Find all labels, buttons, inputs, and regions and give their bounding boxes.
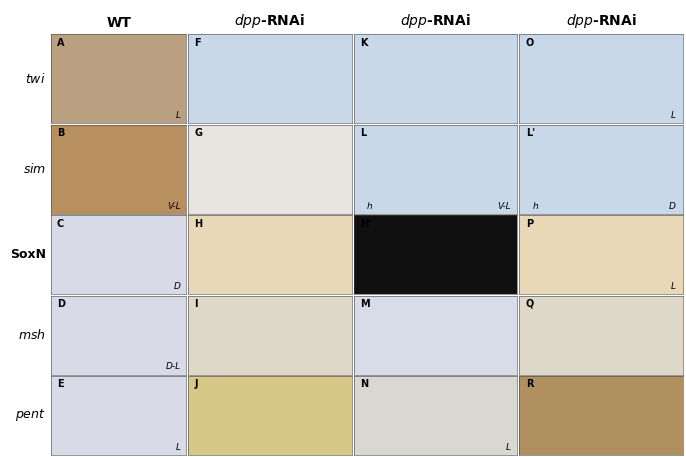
Text: H: H — [194, 218, 202, 228]
Text: G: G — [194, 128, 202, 138]
Text: D: D — [669, 202, 676, 211]
Text: O: O — [526, 38, 534, 48]
Text: $\it{dpp}$-RNAi: $\it{dpp}$-RNAi — [235, 12, 305, 30]
Text: A: A — [57, 38, 64, 48]
Text: L: L — [360, 128, 366, 138]
Text: H': H' — [360, 218, 371, 228]
Text: h: h — [532, 202, 539, 211]
Text: F: F — [194, 38, 201, 48]
Text: L: L — [671, 111, 676, 120]
Text: K: K — [360, 38, 368, 48]
Text: WT: WT — [106, 16, 131, 30]
Text: C: C — [57, 218, 64, 228]
Text: B: B — [57, 128, 64, 138]
Text: D: D — [174, 282, 180, 291]
Text: h: h — [367, 202, 372, 211]
Text: $\it{sim}$: $\it{sim}$ — [23, 163, 46, 176]
Text: $\it{msh}$: $\it{msh}$ — [19, 328, 46, 342]
Text: L: L — [176, 111, 180, 120]
Text: R: R — [526, 379, 534, 389]
Text: J: J — [194, 379, 198, 389]
Text: L: L — [671, 282, 676, 291]
Text: D: D — [57, 299, 64, 309]
Text: V-L: V-L — [167, 202, 180, 211]
Text: M: M — [360, 299, 370, 309]
Text: I: I — [194, 299, 198, 309]
Text: $\it{dpp}$-RNAi: $\it{dpp}$-RNAi — [400, 12, 471, 30]
Text: L: L — [506, 442, 511, 452]
Text: $\it{twi}$: $\it{twi}$ — [25, 72, 46, 86]
Text: E: E — [57, 379, 63, 389]
Text: V-L: V-L — [497, 202, 511, 211]
Text: Q: Q — [526, 299, 534, 309]
Text: L: L — [176, 442, 180, 452]
Text: $\it{dpp}$-RNAi: $\it{dpp}$-RNAi — [566, 12, 637, 30]
Text: N: N — [360, 379, 368, 389]
Text: D-L: D-L — [165, 362, 180, 372]
Text: SoxN: SoxN — [10, 248, 46, 261]
Text: $\it{pent}$: $\it{pent}$ — [15, 407, 46, 423]
Text: L': L' — [526, 128, 535, 138]
Text: P: P — [526, 218, 533, 228]
